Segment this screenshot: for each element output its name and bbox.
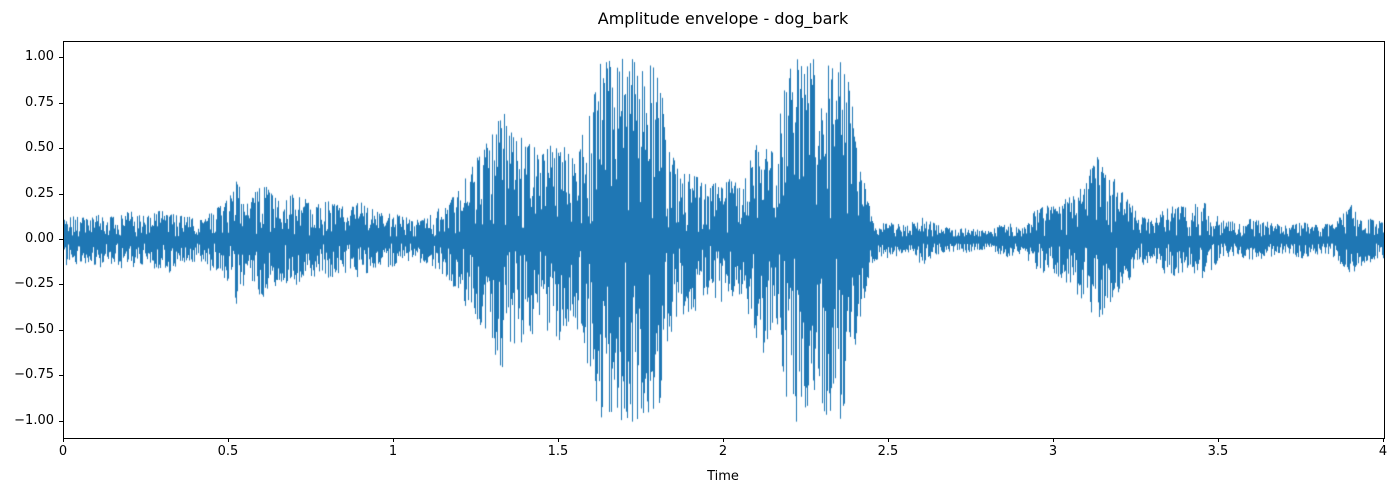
- x-tick-label: 0.5: [217, 444, 239, 459]
- x-tick-label: 4: [1378, 444, 1388, 459]
- x-tick-label: 2: [718, 444, 728, 459]
- x-tick-label: 3.5: [1207, 444, 1229, 459]
- x-tick-label: 3: [1048, 444, 1058, 459]
- y-tick-label: 0.25: [25, 185, 54, 201]
- x-tick-mark: [228, 438, 229, 442]
- y-tick-mark: [59, 375, 63, 377]
- plot-area: [63, 41, 1385, 439]
- y-tick-label: 0.50: [25, 140, 54, 156]
- x-tick-mark: [1218, 438, 1219, 442]
- x-tick-label: 1.5: [547, 444, 569, 459]
- waveform-canvas: [64, 42, 1384, 438]
- y-tick-mark: [59, 148, 63, 150]
- y-tick-label: 0.00: [25, 231, 54, 246]
- x-tick-mark: [558, 438, 559, 442]
- y-tick-label: 1.00: [25, 49, 54, 65]
- x-tick-mark: [888, 438, 889, 442]
- x-tick-mark: [1053, 438, 1054, 442]
- x-tick-mark: [393, 438, 394, 442]
- y-tick-label: 0.75: [25, 94, 54, 110]
- y-tick-mark: [59, 284, 63, 286]
- y-tick-mark: [59, 57, 63, 59]
- y-tick-mark: [59, 193, 63, 195]
- x-tick-label: 2.5: [877, 444, 899, 459]
- y-tick-mark: [59, 329, 63, 331]
- x-tick-mark: [63, 438, 64, 442]
- x-tick-label: 0: [58, 444, 68, 459]
- x-axis-label: Time: [707, 469, 739, 484]
- y-tick-label: −0.25: [14, 276, 54, 292]
- y-tick-label: −0.50: [14, 321, 54, 337]
- x-tick-mark: [723, 438, 724, 442]
- x-tick-mark: [1383, 438, 1384, 442]
- y-tick-label: −1.00: [14, 412, 54, 428]
- y-tick-label: −0.75: [14, 367, 54, 383]
- chart-title: Amplitude envelope - dog_bark: [597, 9, 849, 28]
- y-tick-mark: [59, 102, 63, 104]
- y-tick-mark: [59, 420, 63, 422]
- y-tick-mark: [59, 239, 63, 240]
- x-tick-label: 1: [388, 444, 398, 459]
